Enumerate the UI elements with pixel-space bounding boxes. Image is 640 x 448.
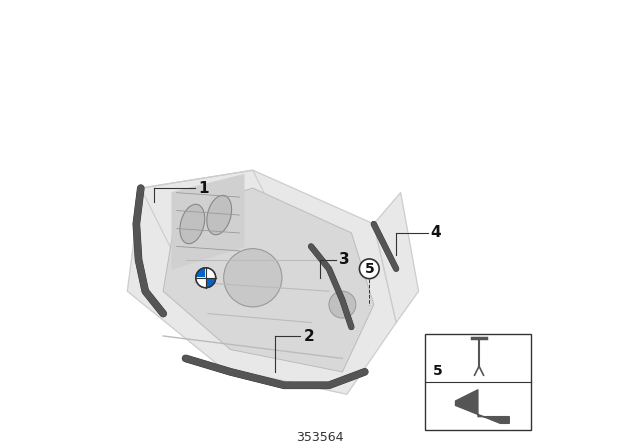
Text: 1: 1 (198, 181, 209, 196)
Polygon shape (163, 188, 374, 372)
Bar (425, 334, 531, 430)
Wedge shape (206, 269, 215, 278)
Polygon shape (127, 170, 396, 394)
Ellipse shape (180, 204, 205, 244)
Wedge shape (206, 278, 215, 287)
Text: 4: 4 (430, 225, 441, 241)
Polygon shape (172, 175, 244, 269)
Circle shape (360, 259, 379, 279)
Text: 2: 2 (303, 328, 314, 344)
Wedge shape (197, 278, 206, 287)
Text: 353564: 353564 (296, 431, 344, 444)
Text: 5: 5 (433, 364, 443, 378)
Text: 3: 3 (339, 252, 350, 267)
Polygon shape (141, 170, 298, 278)
Wedge shape (197, 269, 206, 278)
Polygon shape (374, 193, 419, 323)
Text: 5: 5 (364, 262, 374, 276)
Polygon shape (456, 390, 509, 423)
Circle shape (224, 249, 282, 307)
Ellipse shape (207, 195, 232, 235)
Circle shape (196, 268, 216, 288)
Circle shape (329, 291, 356, 318)
